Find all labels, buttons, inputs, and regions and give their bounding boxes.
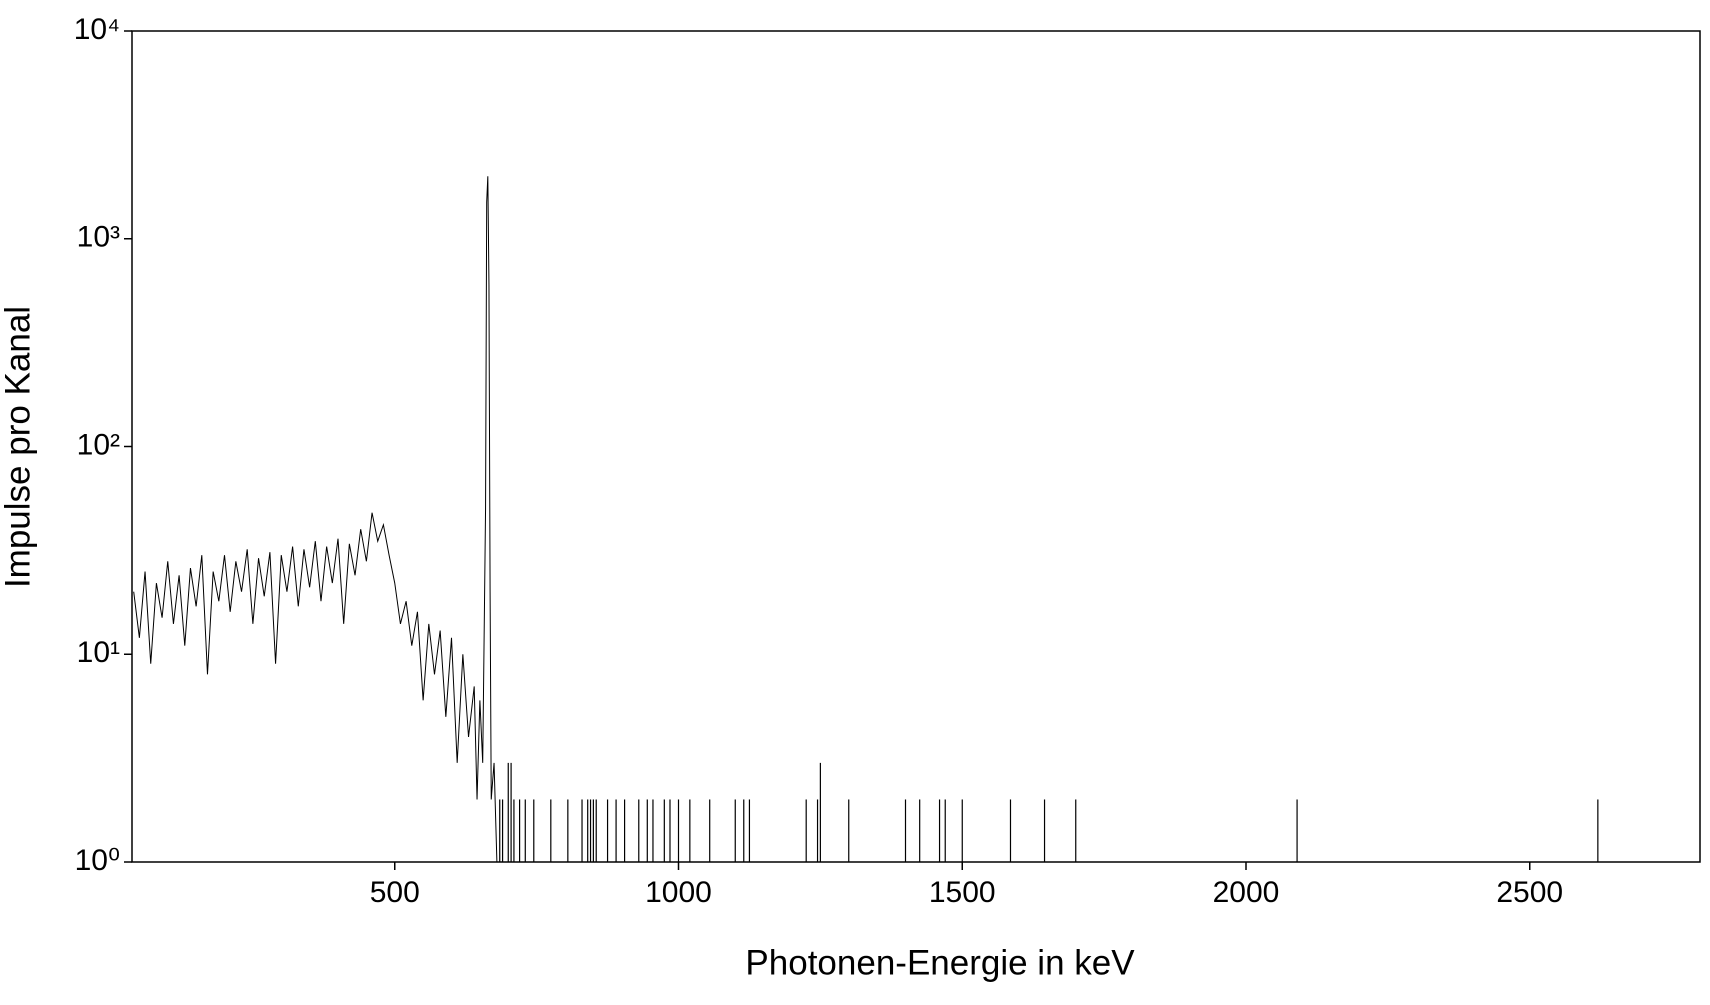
y-axis-label: Impulse pro Kanal: [0, 306, 37, 588]
y-tick-label: 10⁰: [75, 844, 120, 877]
x-tick-label: 2000: [1213, 876, 1280, 909]
spectrum-line: [133, 176, 498, 863]
plot-frame: [131, 30, 1701, 863]
y-tick-label: 10³: [77, 221, 120, 254]
y-tick-label: 10⁴: [74, 13, 120, 46]
x-axis-label: Photonen-Energie in keV: [745, 943, 1135, 982]
x-tick-label: 1000: [645, 876, 712, 909]
x-tick-label: 500: [370, 876, 420, 909]
y-tick-label: 10¹: [77, 636, 120, 669]
x-tick-label: 1500: [929, 876, 996, 909]
y-tick-label: 10²: [77, 428, 120, 461]
x-tick-label: 2500: [1496, 876, 1563, 909]
